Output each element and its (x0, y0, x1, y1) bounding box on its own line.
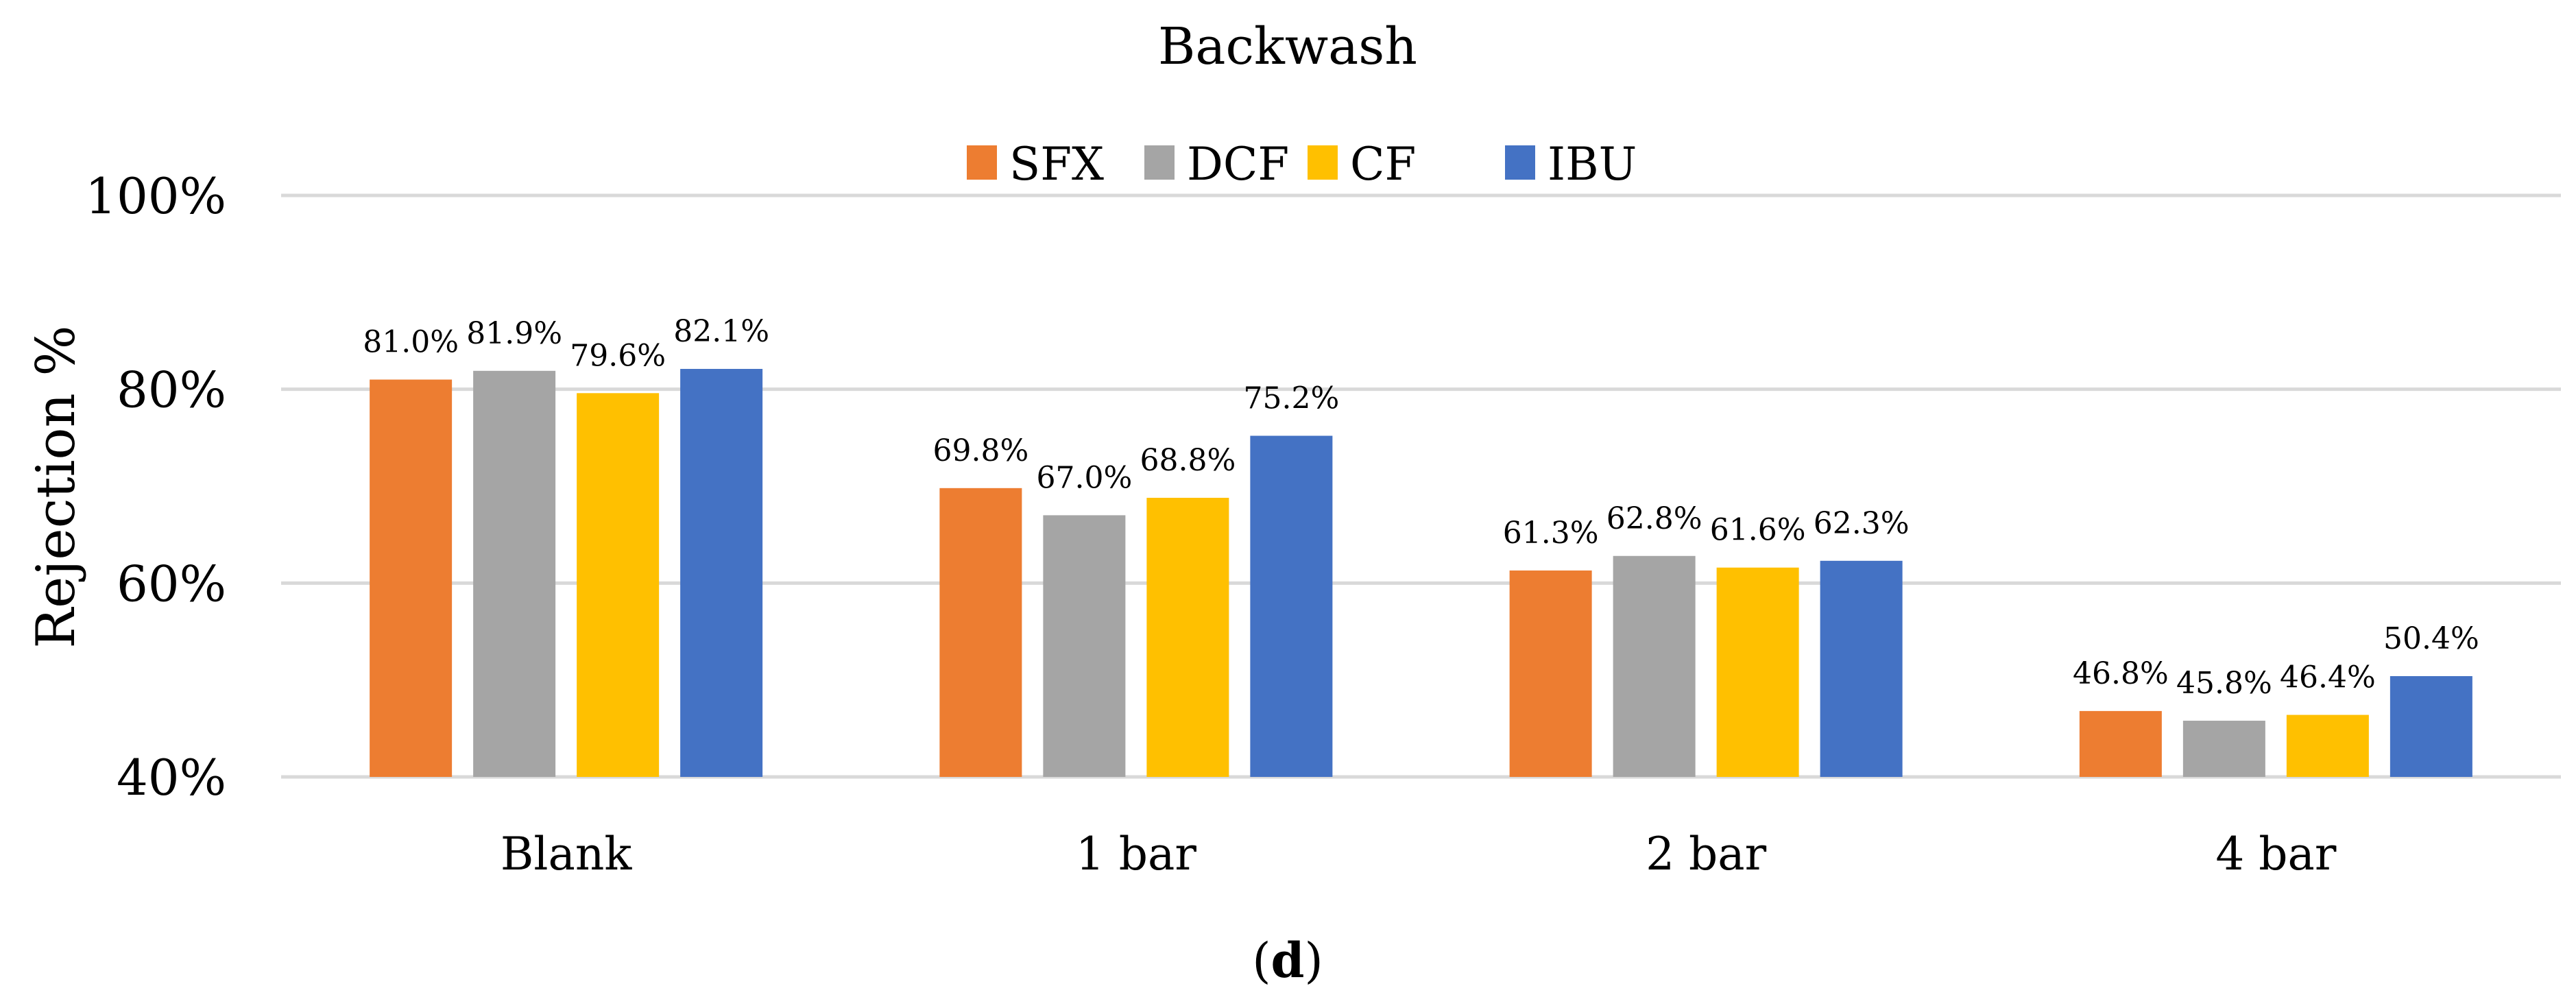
bar-sfx-4-bar (2079, 710, 2162, 777)
data-label: 62.3% (1814, 506, 1910, 541)
y-tick-label: 60% (117, 555, 226, 612)
bar-cf-4-bar (2286, 715, 2369, 777)
data-label: 50.4% (2383, 621, 2479, 656)
legend-label-cf: CF (1350, 138, 1416, 191)
legend-swatch-ibu (1505, 145, 1535, 180)
bars (370, 368, 2472, 777)
x-tick-label: Blank (501, 828, 632, 880)
y-tick-label: 100% (85, 167, 226, 225)
data-label: 61.3% (1503, 516, 1599, 551)
bar-ibu-1-bar (1250, 435, 1333, 777)
bar-dcf-2-bar (1613, 555, 1696, 777)
data-label: 79.6% (570, 338, 666, 373)
bar-dcf-blank (473, 370, 556, 777)
bar-ibu-4-bar (2390, 676, 2472, 777)
bar-cf-blank (577, 393, 660, 777)
data-label: 46.8% (2073, 656, 2169, 691)
bar-dcf-4-bar (2182, 721, 2265, 777)
legend: SFX DCF CF IBU (967, 138, 1637, 191)
chart-title: Backwash (1158, 17, 1417, 76)
y-axis-label: Rejection % (25, 325, 87, 648)
data-label: 62.8% (1606, 501, 1702, 536)
bar-sfx-2-bar (1509, 570, 1592, 777)
legend-label-dcf: DCF (1187, 138, 1289, 191)
data-label: 69.8% (932, 433, 1028, 468)
data-label: 82.1% (673, 314, 769, 349)
x-tick-label: 4 bar (2215, 828, 2337, 880)
figure-caption: (d) (1252, 932, 1323, 989)
y-tick-label: 40% (117, 749, 226, 806)
legend-swatch-dcf (1144, 145, 1175, 180)
data-label: 68.8% (1140, 443, 1236, 478)
data-label: 81.9% (466, 316, 562, 351)
data-label: 45.8% (2176, 666, 2272, 701)
data-label: 75.2% (1243, 381, 1339, 416)
data-label: 46.4% (2280, 660, 2376, 695)
bar-ibu-blank (680, 368, 763, 777)
bar-cf-2-bar (1716, 567, 1799, 777)
bar-sfx-1-bar (939, 488, 1022, 777)
bar-cf-1-bar (1146, 497, 1229, 777)
data-label: 67.0% (1036, 460, 1132, 495)
y-tick-label: 80% (117, 361, 226, 419)
x-axis-ticks: Blank 1 bar 2 bar 4 bar (501, 828, 2337, 880)
y-axis-ticks: 40% 60% 80% 100% (85, 167, 226, 806)
legend-label-sfx: SFX (1009, 138, 1104, 191)
bar-ibu-2-bar (1820, 560, 1903, 777)
data-label: 61.6% (1710, 513, 1806, 548)
x-tick-label: 1 bar (1076, 828, 1197, 880)
x-tick-label: 2 bar (1646, 828, 1767, 880)
legend-swatch-cf (1308, 145, 1338, 180)
data-label: 81.0% (363, 325, 459, 360)
bar-dcf-1-bar (1043, 515, 1126, 777)
gridlines (281, 193, 2561, 779)
bar-sfx-blank (370, 379, 453, 777)
data-labels: 81.0% 81.9%79.6%82.1% 69.8%67.0% 68.8%75.2%… (363, 314, 2479, 701)
legend-swatch-sfx (967, 145, 997, 180)
legend-label-ibu: IBU (1548, 138, 1637, 191)
